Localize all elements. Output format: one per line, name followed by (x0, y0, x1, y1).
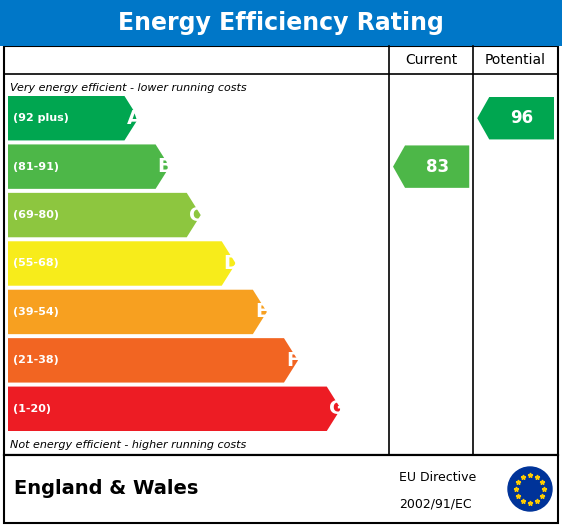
Text: A: A (126, 109, 142, 128)
Text: (81-91): (81-91) (13, 162, 59, 172)
Polygon shape (8, 144, 170, 189)
Text: G: G (329, 399, 345, 418)
Text: (92 plus): (92 plus) (13, 113, 69, 123)
Bar (0, 0, 562, 46)
Polygon shape (477, 97, 554, 140)
Text: (69-80): (69-80) (13, 210, 59, 220)
Polygon shape (393, 145, 469, 188)
Text: (55-68): (55-68) (13, 259, 59, 268)
Text: (39-54): (39-54) (13, 307, 59, 317)
Bar (4, 455, 558, 523)
Text: Current: Current (405, 53, 457, 67)
Text: (1-20): (1-20) (13, 404, 51, 414)
Polygon shape (8, 96, 138, 140)
Polygon shape (8, 338, 298, 383)
Text: Potential: Potential (485, 53, 546, 67)
Polygon shape (8, 290, 267, 334)
Text: 2002/91/EC: 2002/91/EC (399, 497, 472, 511)
Text: B: B (157, 157, 173, 176)
Text: (21-38): (21-38) (13, 355, 59, 365)
Text: Energy Efficiency Rating: Energy Efficiency Rating (118, 11, 444, 35)
Text: D: D (224, 254, 240, 273)
Text: C: C (189, 206, 203, 225)
Polygon shape (8, 241, 235, 286)
Text: Very energy efficient - lower running costs: Very energy efficient - lower running co… (10, 83, 247, 93)
Bar (4, 46, 558, 455)
Circle shape (508, 467, 552, 511)
Text: Not energy efficient - higher running costs: Not energy efficient - higher running co… (10, 440, 246, 450)
Text: F: F (286, 351, 299, 370)
Text: 96: 96 (510, 109, 533, 127)
Text: England & Wales: England & Wales (14, 480, 198, 499)
Text: EU Directive: EU Directive (399, 471, 476, 484)
Text: 83: 83 (425, 158, 448, 175)
Polygon shape (8, 387, 341, 431)
Text: E: E (255, 302, 268, 321)
Polygon shape (8, 193, 201, 237)
